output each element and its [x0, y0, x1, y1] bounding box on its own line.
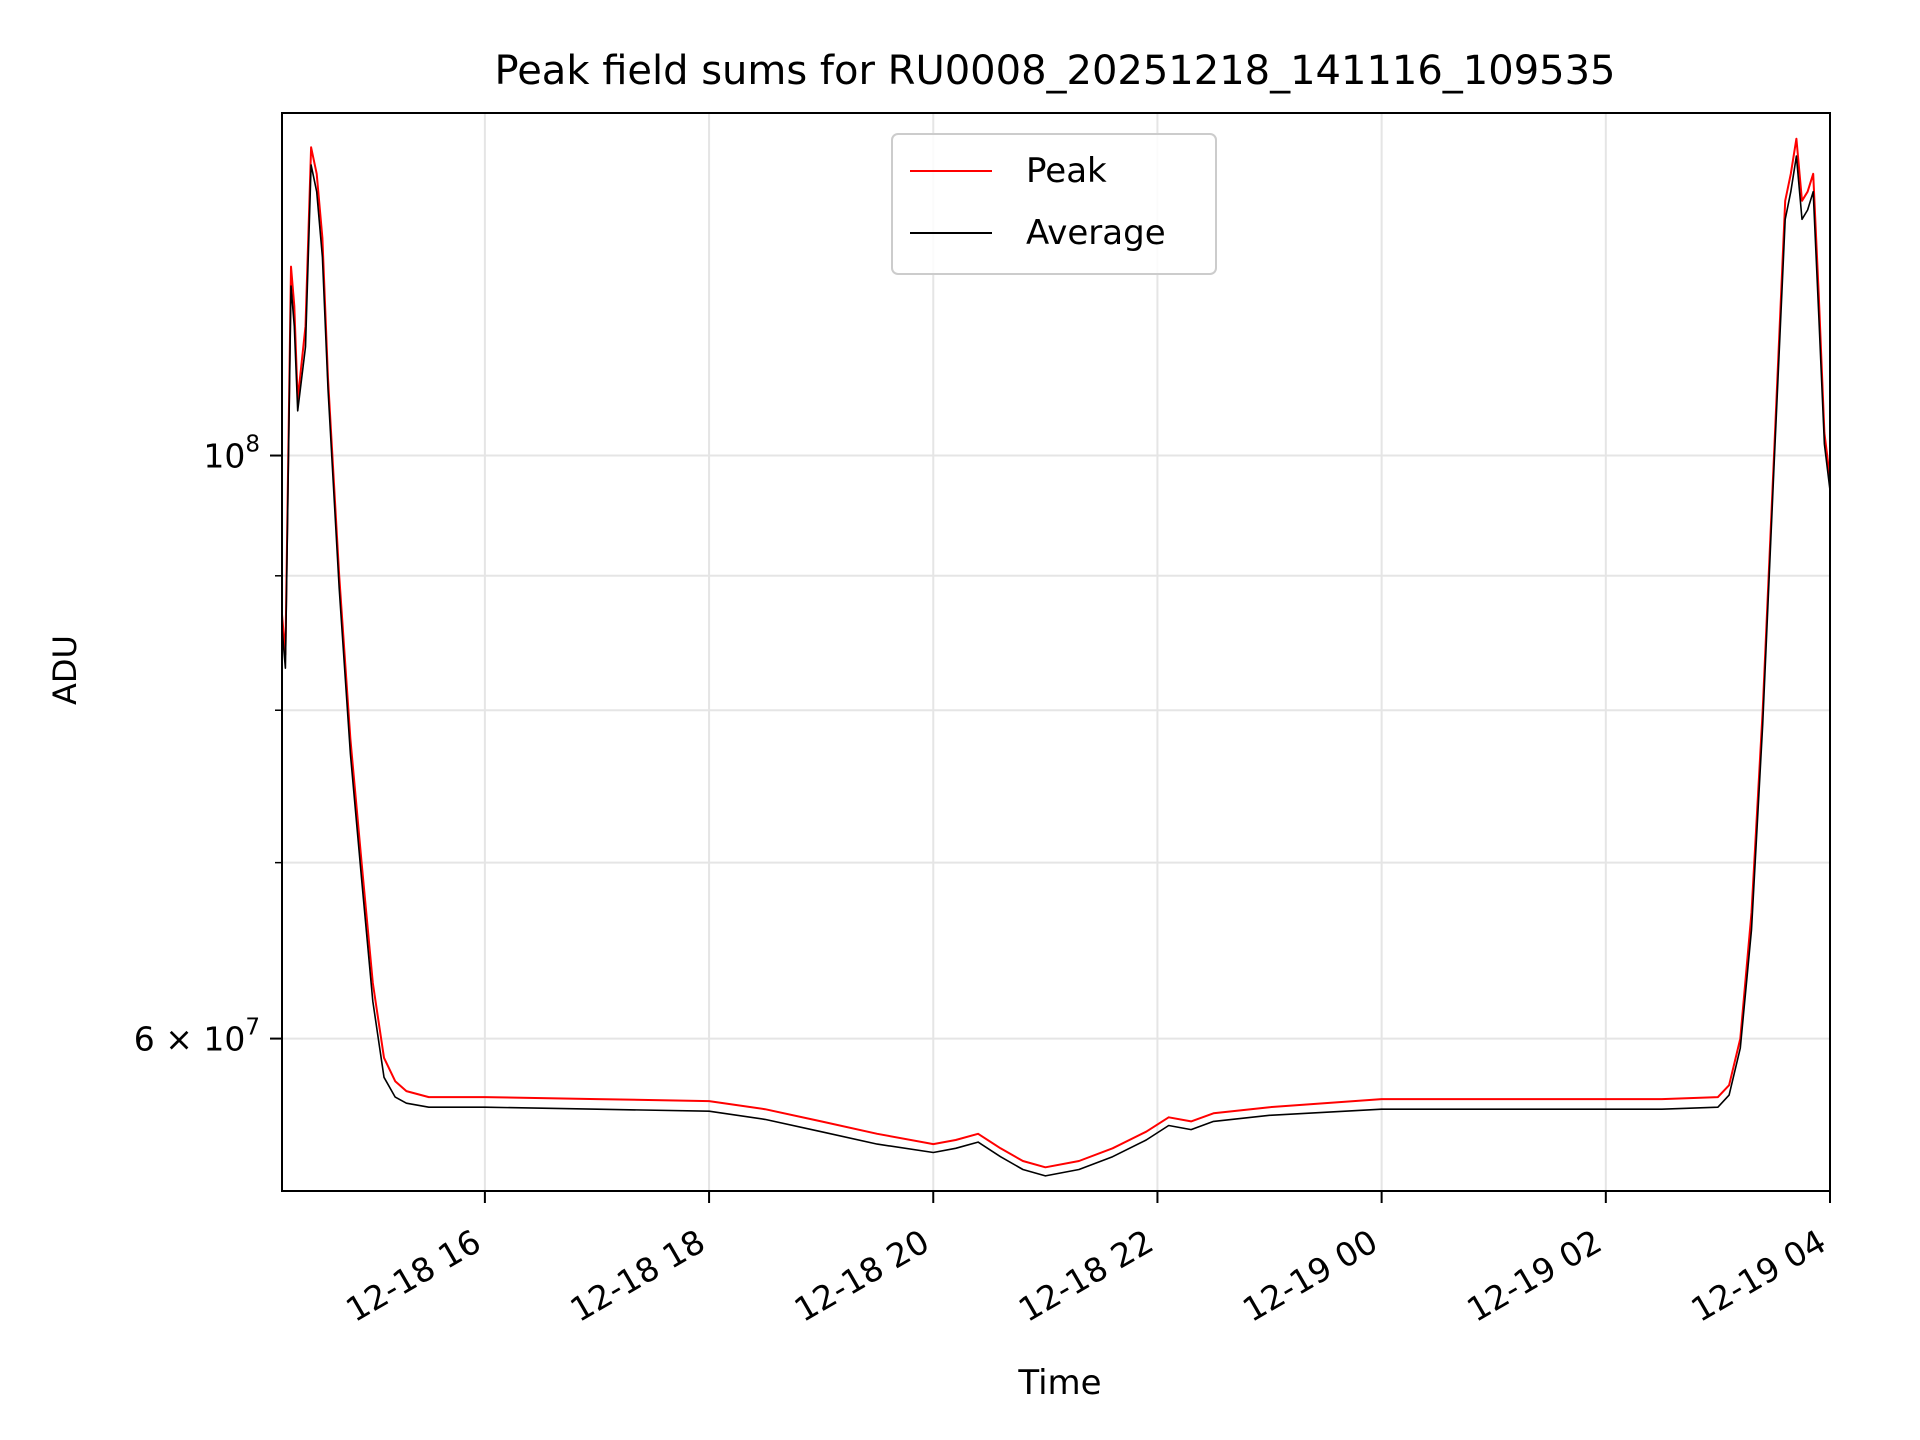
x-tick-label: 12-18 20	[788, 1222, 936, 1330]
x-tick-label: 12-18 22	[1012, 1222, 1160, 1330]
plot-area-frame	[281, 112, 1831, 1192]
y-tick-exponent: 7	[245, 1015, 260, 1041]
grid-lines	[282, 113, 1831, 1191]
legend-box	[891, 133, 1217, 275]
y-tick-exponent: 8	[245, 432, 260, 458]
y-tick-base: 10	[203, 1020, 245, 1059]
y-tick-coefficient: 6 ×	[134, 1020, 204, 1059]
y-tick-label: 6 × 107	[134, 1015, 260, 1059]
series-layer	[282, 137, 1830, 1177]
series-line-average	[282, 155, 1830, 1177]
x-tick-label: 12-18 16	[339, 1222, 487, 1330]
series-line-peak	[282, 137, 1830, 1169]
legend-label-average: Average	[1026, 213, 1166, 253]
x-axis-ticks: 12-18 16 12-18 18 12-18 20 12-18 22 12-19 00…	[339, 1191, 1832, 1330]
x-tick-label: 12-19 04	[1684, 1222, 1832, 1330]
x-axis-label: Time	[1017, 1363, 1101, 1403]
y-tick-base: 10	[203, 437, 245, 476]
chart-title: Peak field sums for RU0008_20251218_1411…	[495, 48, 1616, 94]
x-tick-label: 12-18 18	[563, 1222, 711, 1330]
legend: Peak Average	[891, 133, 1217, 275]
x-tick-label: 12-19 02	[1460, 1222, 1608, 1330]
y-axis-label: ADU	[46, 635, 84, 705]
y-tick-label: 108	[203, 432, 260, 476]
legend-label-peak: Peak	[1026, 151, 1107, 191]
x-tick-label: 12-19 00	[1236, 1222, 1384, 1330]
